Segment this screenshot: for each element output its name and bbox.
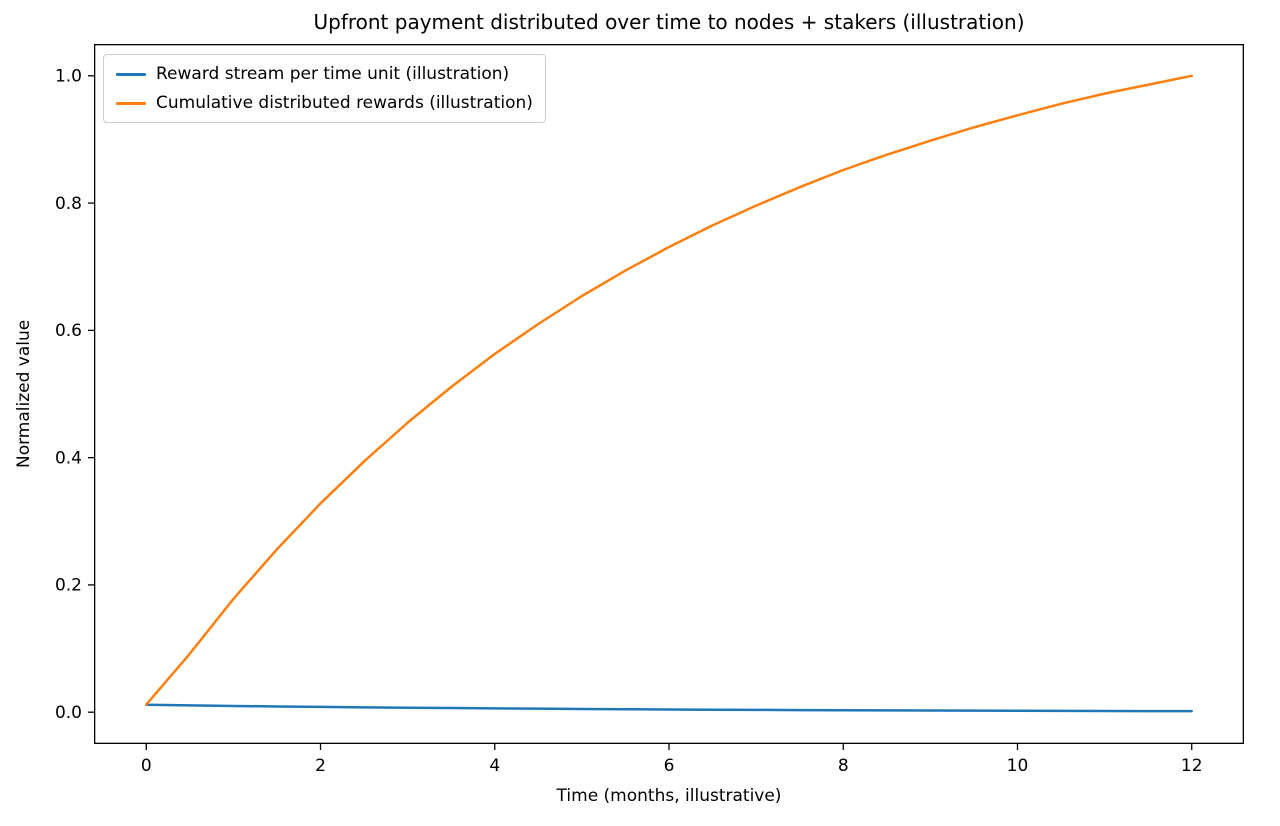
legend-label: Cumulative distributed rewards (illustra… (156, 93, 533, 113)
legend-item: Reward stream per time unit (illustratio… (116, 64, 533, 84)
plot-svg: 0 2 4 6 8 10 12 0.0 0.2 0.4 0.6 0.8 1.0 (55, 43, 1244, 776)
x-axis-label: Time (months, illustrative) (556, 786, 782, 806)
legend-line-swatch-cumulative (116, 101, 146, 105)
x-tick-label: 8 (838, 756, 849, 776)
x-tick-label: 12 (1181, 756, 1203, 776)
legend-label: Reward stream per time unit (illustratio… (156, 64, 510, 84)
x-tick-label: 2 (315, 756, 326, 776)
chart-title: Upfront payment distributed over time to… (313, 10, 1025, 34)
x-tick-label: 6 (664, 756, 675, 776)
y-axis-label: Normalized value (14, 319, 34, 469)
legend-line-swatch-reward-stream (116, 72, 146, 76)
y-tick-label: 0.6 (55, 321, 82, 341)
x-tick-label: 4 (489, 756, 500, 776)
y-tick-label: 0.4 (55, 448, 82, 468)
plot-area: 0 2 4 6 8 10 12 0.0 0.2 0.4 0.6 0.8 1.0 Reward strea… (55, 43, 1244, 776)
y-tick-label: 1.0 (55, 67, 82, 87)
y-tick-label: 0.2 (55, 576, 82, 596)
series-line (145, 703, 1193, 713)
axes-frame (93, 43, 1244, 745)
x-tick-label: 0 (141, 756, 152, 776)
x-tick-label: 10 (1007, 756, 1029, 776)
y-tick-label: 0.0 (55, 703, 82, 723)
legend-item: Cumulative distributed rewards (illustra… (116, 93, 533, 113)
legend: Reward stream per time unit (illustratio… (103, 54, 546, 123)
y-tick-label: 0.8 (55, 194, 82, 214)
series-line (145, 74, 1193, 706)
